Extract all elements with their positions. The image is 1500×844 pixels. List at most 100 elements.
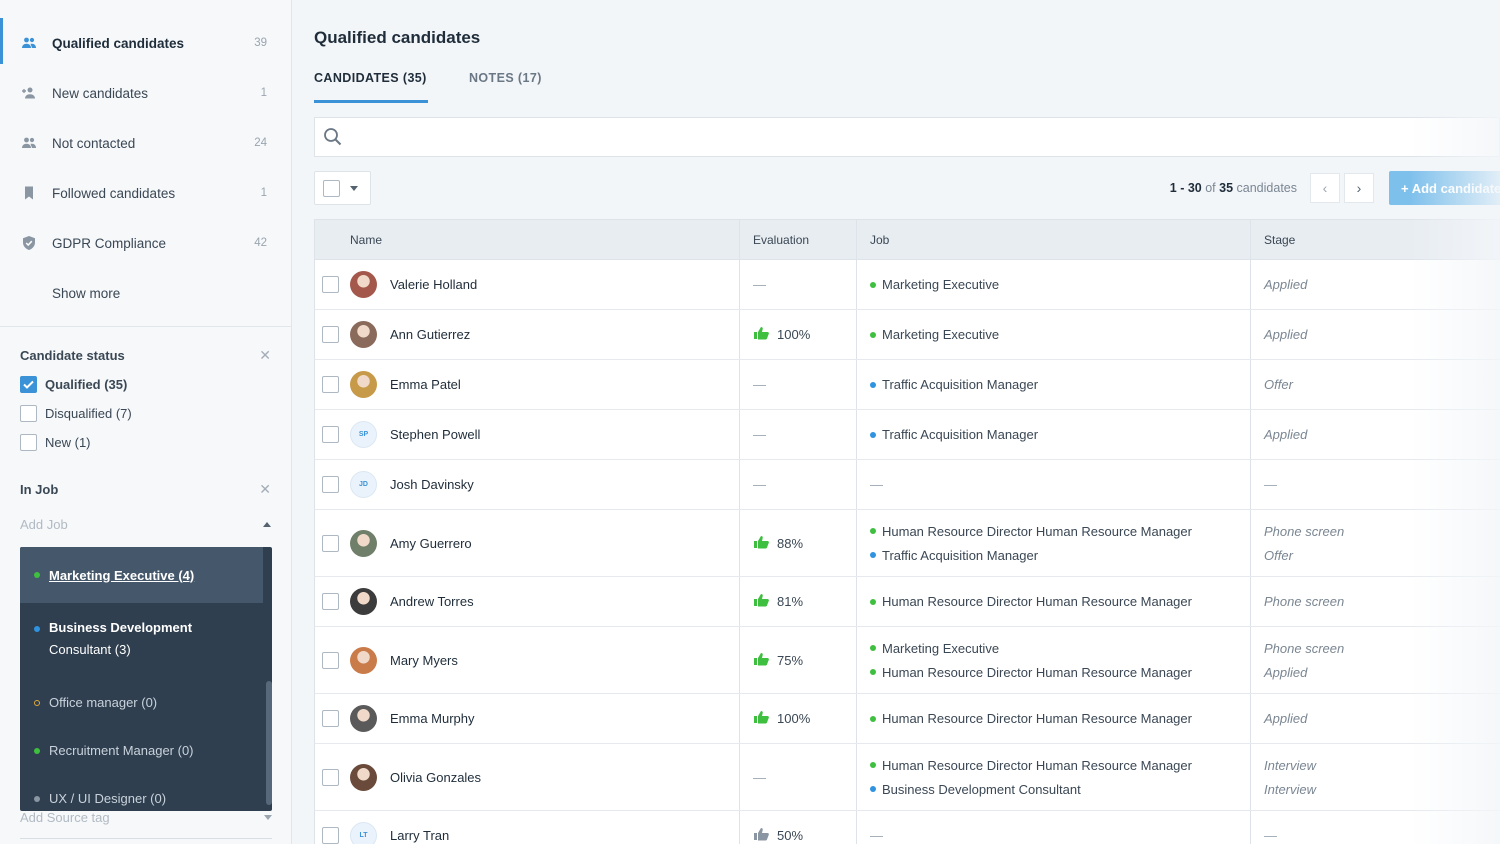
row-checkbox[interactable] <box>322 651 339 669</box>
candidate-name[interactable]: Valerie Holland <box>390 277 478 292</box>
status-option[interactable]: Disqualified (7) <box>0 399 291 428</box>
sidebar-item-gdpr-compliance[interactable]: GDPR Compliance 42 <box>0 218 291 268</box>
status-checkbox[interactable] <box>20 434 37 451</box>
job-option[interactable]: Marketing Executive (4) <box>20 547 263 603</box>
avatar[interactable] <box>350 371 377 398</box>
bulk-select[interactable] <box>314 171 371 205</box>
job-link[interactable]: Human Resource Director Human Resource M… <box>870 524 1192 539</box>
column-header-evaluation[interactable]: Evaluation <box>740 220 857 259</box>
candidate-name[interactable]: Larry Tran <box>390 828 450 843</box>
row-checkbox[interactable] <box>322 476 339 493</box>
chevron-down-icon[interactable] <box>350 185 358 191</box>
table-row[interactable]: Valerie Holland — Marketing Executive Appli… <box>314 260 1500 310</box>
status-option[interactable]: Qualified (35) <box>0 370 291 399</box>
column-header-name[interactable]: Name <box>315 220 740 259</box>
tab-candidates[interactable]: CANDIDATES (35) <box>314 71 427 85</box>
evaluation-score: 100% <box>777 711 811 726</box>
candidate-name[interactable]: Amy Guerrero <box>390 535 472 551</box>
job-link[interactable]: Human Resource Director Human Resource M… <box>870 758 1192 773</box>
status-checkbox[interactable] <box>20 405 37 422</box>
job-option[interactable]: UX / UI Designer (0) <box>20 775 272 811</box>
candidate-name[interactable]: Mary Myers <box>390 652 458 668</box>
job-option-label-line2: Consultant (3) <box>49 642 131 657</box>
search-input[interactable] <box>349 122 1499 152</box>
job-option[interactable]: Recruitment Manager (0) <box>20 727 272 775</box>
candidate-name[interactable]: Emma Murphy <box>390 711 475 726</box>
table-row[interactable]: Amy Guerrero 88% Human Resource Director H… <box>314 510 1500 577</box>
table-row[interactable]: SP Stephen Powell — Traffic Acquisition Man… <box>314 410 1500 460</box>
table-row[interactable]: JD Josh Davinsky — — — <box>314 460 1500 510</box>
job-link[interactable]: Traffic Acquisition Manager <box>870 377 1038 392</box>
job-option[interactable]: Office manager (0) <box>20 679 272 727</box>
thumbs-up-icon <box>753 593 771 610</box>
row-checkbox[interactable] <box>322 593 339 610</box>
job-status-dot-icon <box>870 598 876 605</box>
add-job-select[interactable]: Add Job <box>20 506 271 542</box>
candidate-name[interactable]: Olivia Gonzales <box>390 769 482 785</box>
candidate-name[interactable]: Josh Davinsky <box>390 477 474 492</box>
table-row[interactable]: Ann Gutierrez 100% Marketing Executive Appl… <box>314 310 1500 360</box>
status-checkbox[interactable] <box>20 376 37 393</box>
row-checkbox[interactable] <box>322 534 339 552</box>
avatar[interactable]: LT <box>350 822 377 844</box>
avatar[interactable] <box>350 763 377 791</box>
close-icon[interactable]: ✕ <box>259 481 271 497</box>
avatar[interactable]: JD <box>350 471 377 498</box>
tab-notes[interactable]: NOTES (17) <box>469 71 542 85</box>
avatar[interactable] <box>350 646 377 674</box>
row-checkbox[interactable] <box>322 276 339 293</box>
add-source-tag-select[interactable]: Add Source tag <box>20 810 272 825</box>
job-link[interactable]: Marketing Executive <box>870 327 999 342</box>
row-checkbox[interactable] <box>322 326 339 343</box>
job-link[interactable]: Marketing Executive <box>870 641 999 656</box>
show-more-link[interactable]: Show more <box>52 285 121 301</box>
row-checkbox[interactable] <box>322 376 339 393</box>
avatar[interactable] <box>350 271 377 298</box>
table-row[interactable]: Andrew Torres 81% Human Resource Director … <box>314 577 1500 627</box>
candidate-name[interactable]: Stephen Powell <box>390 427 481 442</box>
sidebar-item-followed-candidates[interactable]: Followed candidates 1 <box>0 168 291 218</box>
row-checkbox[interactable] <box>322 768 339 786</box>
avatar[interactable] <box>350 321 377 348</box>
avatar[interactable] <box>350 588 377 615</box>
add-candidate-button[interactable]: + Add candidate <box>1389 171 1500 205</box>
job-link[interactable]: Human Resource Director Human Resource M… <box>870 711 1192 726</box>
job-title: Marketing Executive <box>882 277 1000 292</box>
table-row[interactable]: Emma Patel — Traffic Acquisition Manager Of… <box>314 360 1500 410</box>
avatar[interactable]: SP <box>350 421 377 448</box>
prev-page-button[interactable]: ‹ <box>1310 173 1340 203</box>
avatar[interactable] <box>350 529 377 557</box>
job-link[interactable]: Human Resource Director Human Resource M… <box>870 665 1192 680</box>
column-header-stage[interactable]: Stage <box>1264 232 1296 247</box>
candidate-name[interactable]: Emma Patel <box>390 377 461 392</box>
job-link[interactable]: Traffic Acquisition Manager <box>870 548 1038 563</box>
job-title: Human Resource Director Human Resource M… <box>882 594 1192 609</box>
sidebar-item-new-candidates[interactable]: New candidates 1 <box>0 68 291 118</box>
name-cell: Ann Gutierrez <box>315 310 740 359</box>
dropdown-scrollbar[interactable] <box>266 681 272 805</box>
row-checkbox[interactable] <box>322 426 339 443</box>
sidebar-item-qualified-candidates[interactable]: Qualified candidates 39 <box>0 18 291 68</box>
row-checkbox[interactable] <box>322 710 339 727</box>
job-link[interactable]: Traffic Acquisition Manager <box>870 427 1038 442</box>
select-all-checkbox[interactable] <box>323 179 340 197</box>
job-link[interactable]: Business Development Consultant <box>870 782 1081 797</box>
name-cell: Andrew Torres <box>315 577 740 626</box>
job-link[interactable]: Human Resource Director Human Resource M… <box>870 594 1192 609</box>
sidebar-item-not-contacted[interactable]: Not contacted 24 <box>0 118 291 168</box>
job-option[interactable]: Business Development Consultant (3) <box>20 603 272 679</box>
status-option[interactable]: New (1) <box>0 428 291 457</box>
table-row[interactable]: LT Larry Tran 50% — — <box>314 811 1500 844</box>
next-page-button[interactable]: › <box>1344 173 1374 203</box>
avatar[interactable] <box>350 705 377 732</box>
table-row[interactable]: Mary Myers 75% Marketing Executive Human Re… <box>314 627 1500 694</box>
name-cell: Emma Patel <box>315 360 740 409</box>
job-link[interactable]: Marketing Executive <box>870 277 999 292</box>
table-row[interactable]: Olivia Gonzales — Human Resource Director … <box>314 744 1500 811</box>
table-row[interactable]: Emma Murphy 100% Human Resource Director H… <box>314 694 1500 744</box>
candidate-name[interactable]: Ann Gutierrez <box>390 327 471 342</box>
candidate-name[interactable]: Andrew Torres <box>390 594 474 609</box>
column-header-job[interactable]: Job <box>857 220 1251 259</box>
row-checkbox[interactable] <box>322 827 339 844</box>
close-icon[interactable]: ✕ <box>259 347 271 363</box>
